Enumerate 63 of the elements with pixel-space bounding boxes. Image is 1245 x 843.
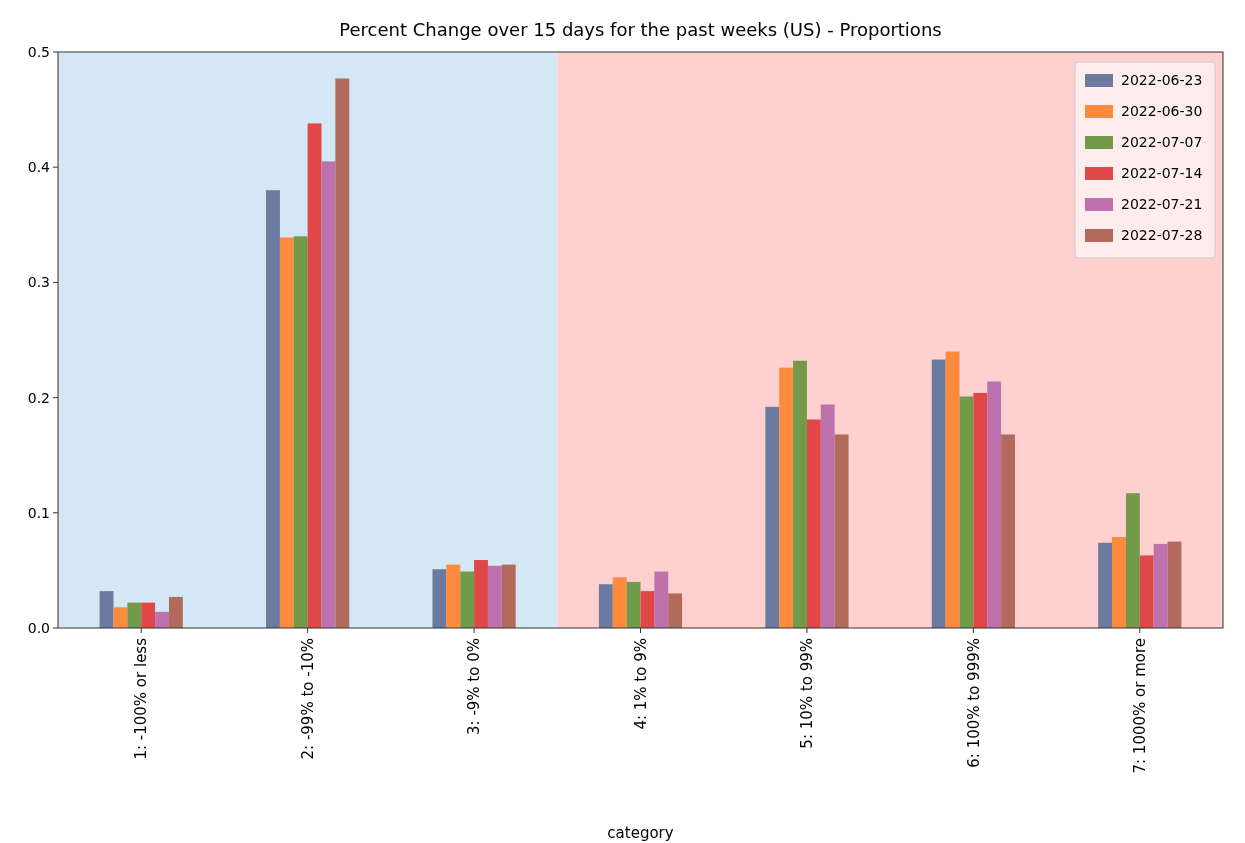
bar xyxy=(1153,543,1168,628)
legend-label: 2022-07-07 xyxy=(1121,133,1203,150)
bar xyxy=(973,392,988,628)
x-tick-label: 4: 1% to 9% xyxy=(631,638,650,730)
y-tick-label: 0.1 xyxy=(27,504,50,521)
x-axis-title: category xyxy=(607,824,674,842)
bar xyxy=(806,419,821,628)
bar xyxy=(1139,555,1154,628)
bar xyxy=(765,406,780,628)
bar xyxy=(460,571,475,628)
bar xyxy=(612,577,627,628)
bar xyxy=(168,596,183,628)
bar xyxy=(1125,493,1140,628)
x-tick-label: 5: 10% to 99% xyxy=(798,638,817,749)
bar xyxy=(1098,542,1113,628)
bar xyxy=(793,360,807,628)
y-tick-label: 0.4 xyxy=(27,159,51,176)
y-tick-label: 0.0 xyxy=(27,619,50,636)
legend-label: 2022-07-21 xyxy=(1121,195,1203,212)
legend-label: 2022-06-30 xyxy=(1121,102,1203,119)
y-tick-label: 0.2 xyxy=(27,389,50,406)
bar xyxy=(931,359,946,628)
y-tick-label: 0.5 xyxy=(27,43,50,60)
legend-label: 2022-06-23 xyxy=(1121,71,1203,88)
bar xyxy=(654,571,669,628)
bar xyxy=(640,591,655,628)
bar xyxy=(1112,536,1126,628)
x-tick-label: 2: -99% to -10% xyxy=(298,638,317,760)
bar xyxy=(155,611,169,628)
bar xyxy=(335,78,350,628)
bar xyxy=(432,569,447,628)
x-tick-label: 1: -100% or less xyxy=(132,637,151,760)
bar xyxy=(626,581,641,628)
bar xyxy=(987,381,1002,628)
bar xyxy=(474,560,488,628)
bar xyxy=(959,396,974,628)
bar xyxy=(487,565,502,628)
bar xyxy=(598,584,613,628)
legend-label: 2022-07-28 xyxy=(1121,226,1203,243)
y-tick-label: 0.3 xyxy=(27,274,50,291)
bar xyxy=(321,161,336,628)
bar xyxy=(127,602,142,628)
x-tick-label: 7: 1000% or more xyxy=(1131,638,1150,774)
bar xyxy=(141,602,156,628)
x-tick-label: 6: 100% to 999% xyxy=(964,638,983,768)
bar xyxy=(307,123,322,628)
bar xyxy=(279,237,294,628)
bar xyxy=(834,434,849,628)
bar xyxy=(266,190,280,628)
x-tick-label: 3: -9% to 0% xyxy=(465,638,484,735)
bar xyxy=(113,607,128,628)
bar xyxy=(820,404,835,628)
bar xyxy=(945,351,960,628)
bar xyxy=(668,593,683,628)
bar xyxy=(501,564,516,628)
bar xyxy=(1001,434,1015,628)
bar xyxy=(779,367,794,628)
bar xyxy=(446,564,461,628)
legend-label: 2022-07-14 xyxy=(1121,164,1203,181)
bar xyxy=(1167,541,1182,628)
bar xyxy=(99,591,114,628)
bar xyxy=(293,236,308,628)
chart-title: Percent Change over 15 days for the past weeks (US) - Proportions xyxy=(339,19,942,40)
